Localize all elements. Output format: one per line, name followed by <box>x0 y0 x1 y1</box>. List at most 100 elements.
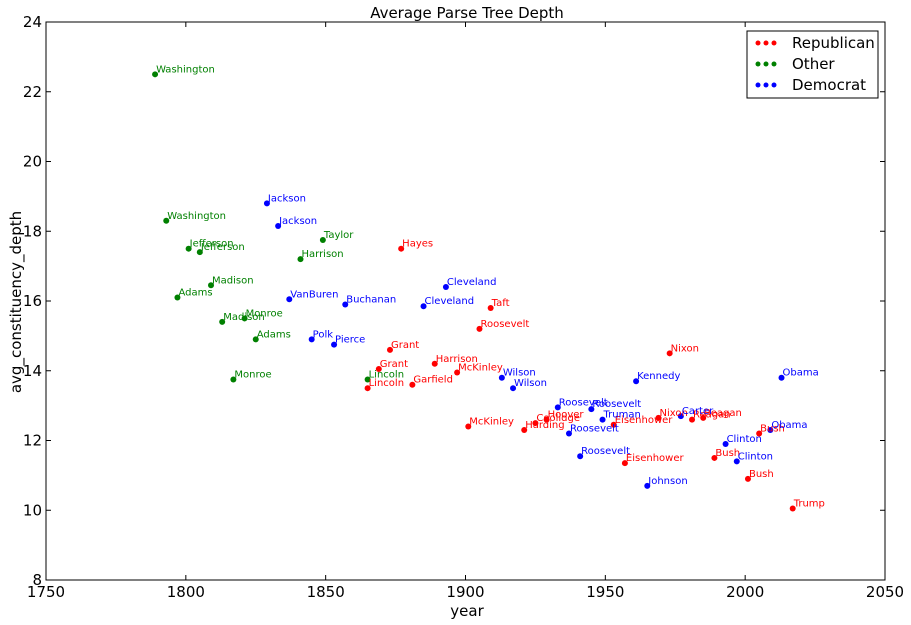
data-point <box>297 256 304 263</box>
data-label: Grant <box>391 340 419 351</box>
y-tick-label: 8 <box>32 571 42 589</box>
legend-marker <box>755 40 761 46</box>
data-point <box>263 200 270 207</box>
data-label: Carter <box>682 406 714 417</box>
x-tick-label: 1850 <box>307 583 345 601</box>
data-label: Hayes <box>402 239 433 250</box>
y-tick-label: 16 <box>23 292 42 310</box>
data-label: Kennedy <box>637 371 680 382</box>
legend-marker <box>771 82 777 88</box>
legend-box <box>746 30 879 99</box>
x-tick-label: 1950 <box>586 583 624 601</box>
data-label: Lincoln <box>369 369 404 380</box>
data-label: Adams <box>257 329 291 340</box>
data-point <box>308 336 315 343</box>
data-label: Nixon <box>671 343 699 354</box>
data-label: Taylor <box>323 230 354 241</box>
data-point <box>442 284 449 291</box>
data-point <box>196 249 203 256</box>
data-label: Jefferson <box>189 239 234 250</box>
data-label: Bush <box>749 469 774 480</box>
data-point <box>689 416 696 423</box>
data-label: Nixon <box>659 408 687 419</box>
data-label: Jackson <box>278 216 317 227</box>
y-tick-label: 22 <box>23 83 42 101</box>
data-point <box>599 416 606 423</box>
data-label: Polk <box>313 329 334 340</box>
legend-marker <box>763 82 769 88</box>
data-points <box>152 71 796 512</box>
legend-marker <box>755 61 761 67</box>
data-label: Monroe <box>234 369 271 380</box>
plot-frame <box>45 21 886 581</box>
data-point <box>364 376 371 383</box>
data-label: McKinley <box>458 362 503 373</box>
data-point <box>454 369 461 376</box>
data-label: Wilson <box>514 378 547 389</box>
data-label: VanBuren <box>290 289 338 300</box>
data-point <box>610 421 617 428</box>
data-label: Harding <box>525 420 564 431</box>
axis-ticks: 1750 1800 1850 1900 1950 2000 2050 8 10 12 14 16 18 2… <box>23 13 904 601</box>
data-label: Truman <box>603 410 641 421</box>
data-point <box>208 282 215 289</box>
data-label: Roosevelt <box>570 424 619 435</box>
data-label: Clinton <box>738 451 773 462</box>
data-label: Roosevelt <box>581 446 630 457</box>
data-point <box>655 414 662 421</box>
y-tick-label: 18 <box>23 222 42 240</box>
data-point <box>174 294 181 301</box>
data-label: Coolidge <box>536 413 580 424</box>
data-point <box>342 301 349 308</box>
data-label: Trump <box>793 499 825 510</box>
data-label: Roosevelt <box>592 399 641 410</box>
legend-marker <box>755 82 761 88</box>
data-point <box>252 336 259 343</box>
data-point <box>386 346 393 353</box>
data-label: Roosevelt <box>480 319 529 330</box>
data-label: Hoover <box>548 410 585 421</box>
legend-marker <box>763 61 769 67</box>
data-point <box>476 325 483 332</box>
x-tick-label: 2050 <box>866 583 904 601</box>
legend: Republican Other Democrat <box>746 30 879 99</box>
y-tick-label: 24 <box>23 13 42 31</box>
y-tick-label: 12 <box>23 432 42 450</box>
data-point <box>185 245 192 252</box>
data-point <box>588 406 595 413</box>
legend-label: Other <box>792 55 835 73</box>
data-point <box>241 315 248 322</box>
data-point <box>711 454 718 461</box>
data-point <box>375 366 382 373</box>
data-point <box>152 71 159 78</box>
y-axis-title: avg_constituency_depth <box>7 211 26 393</box>
data-label: Roosevelt <box>559 397 608 408</box>
legend-marker <box>763 40 769 46</box>
x-tick-label: 2000 <box>726 583 764 601</box>
data-label: McKinley <box>469 417 514 428</box>
data-point <box>577 453 584 460</box>
data-point <box>275 223 282 230</box>
legend-marker <box>771 61 777 67</box>
data-point <box>331 341 338 348</box>
data-point <box>230 376 237 383</box>
data-label: Buchanan <box>346 294 396 305</box>
data-label: Obama <box>771 420 807 431</box>
data-label: Bush <box>760 424 785 435</box>
data-label: Madison <box>223 312 265 323</box>
data-label: Washington <box>167 211 226 222</box>
data-label: Harrison <box>301 249 343 260</box>
data-point <box>733 458 740 465</box>
data-point <box>744 475 751 482</box>
legend-label: Republican <box>792 34 875 52</box>
data-point <box>789 505 796 512</box>
legend-marker <box>771 40 777 46</box>
data-point <box>319 236 326 243</box>
data-point <box>666 350 673 357</box>
x-tick-label: 1800 <box>167 583 205 601</box>
data-label: Monroe <box>246 308 283 319</box>
data-point <box>644 482 651 489</box>
data-label: Madison <box>212 275 254 286</box>
data-label: Garfield <box>413 375 453 386</box>
